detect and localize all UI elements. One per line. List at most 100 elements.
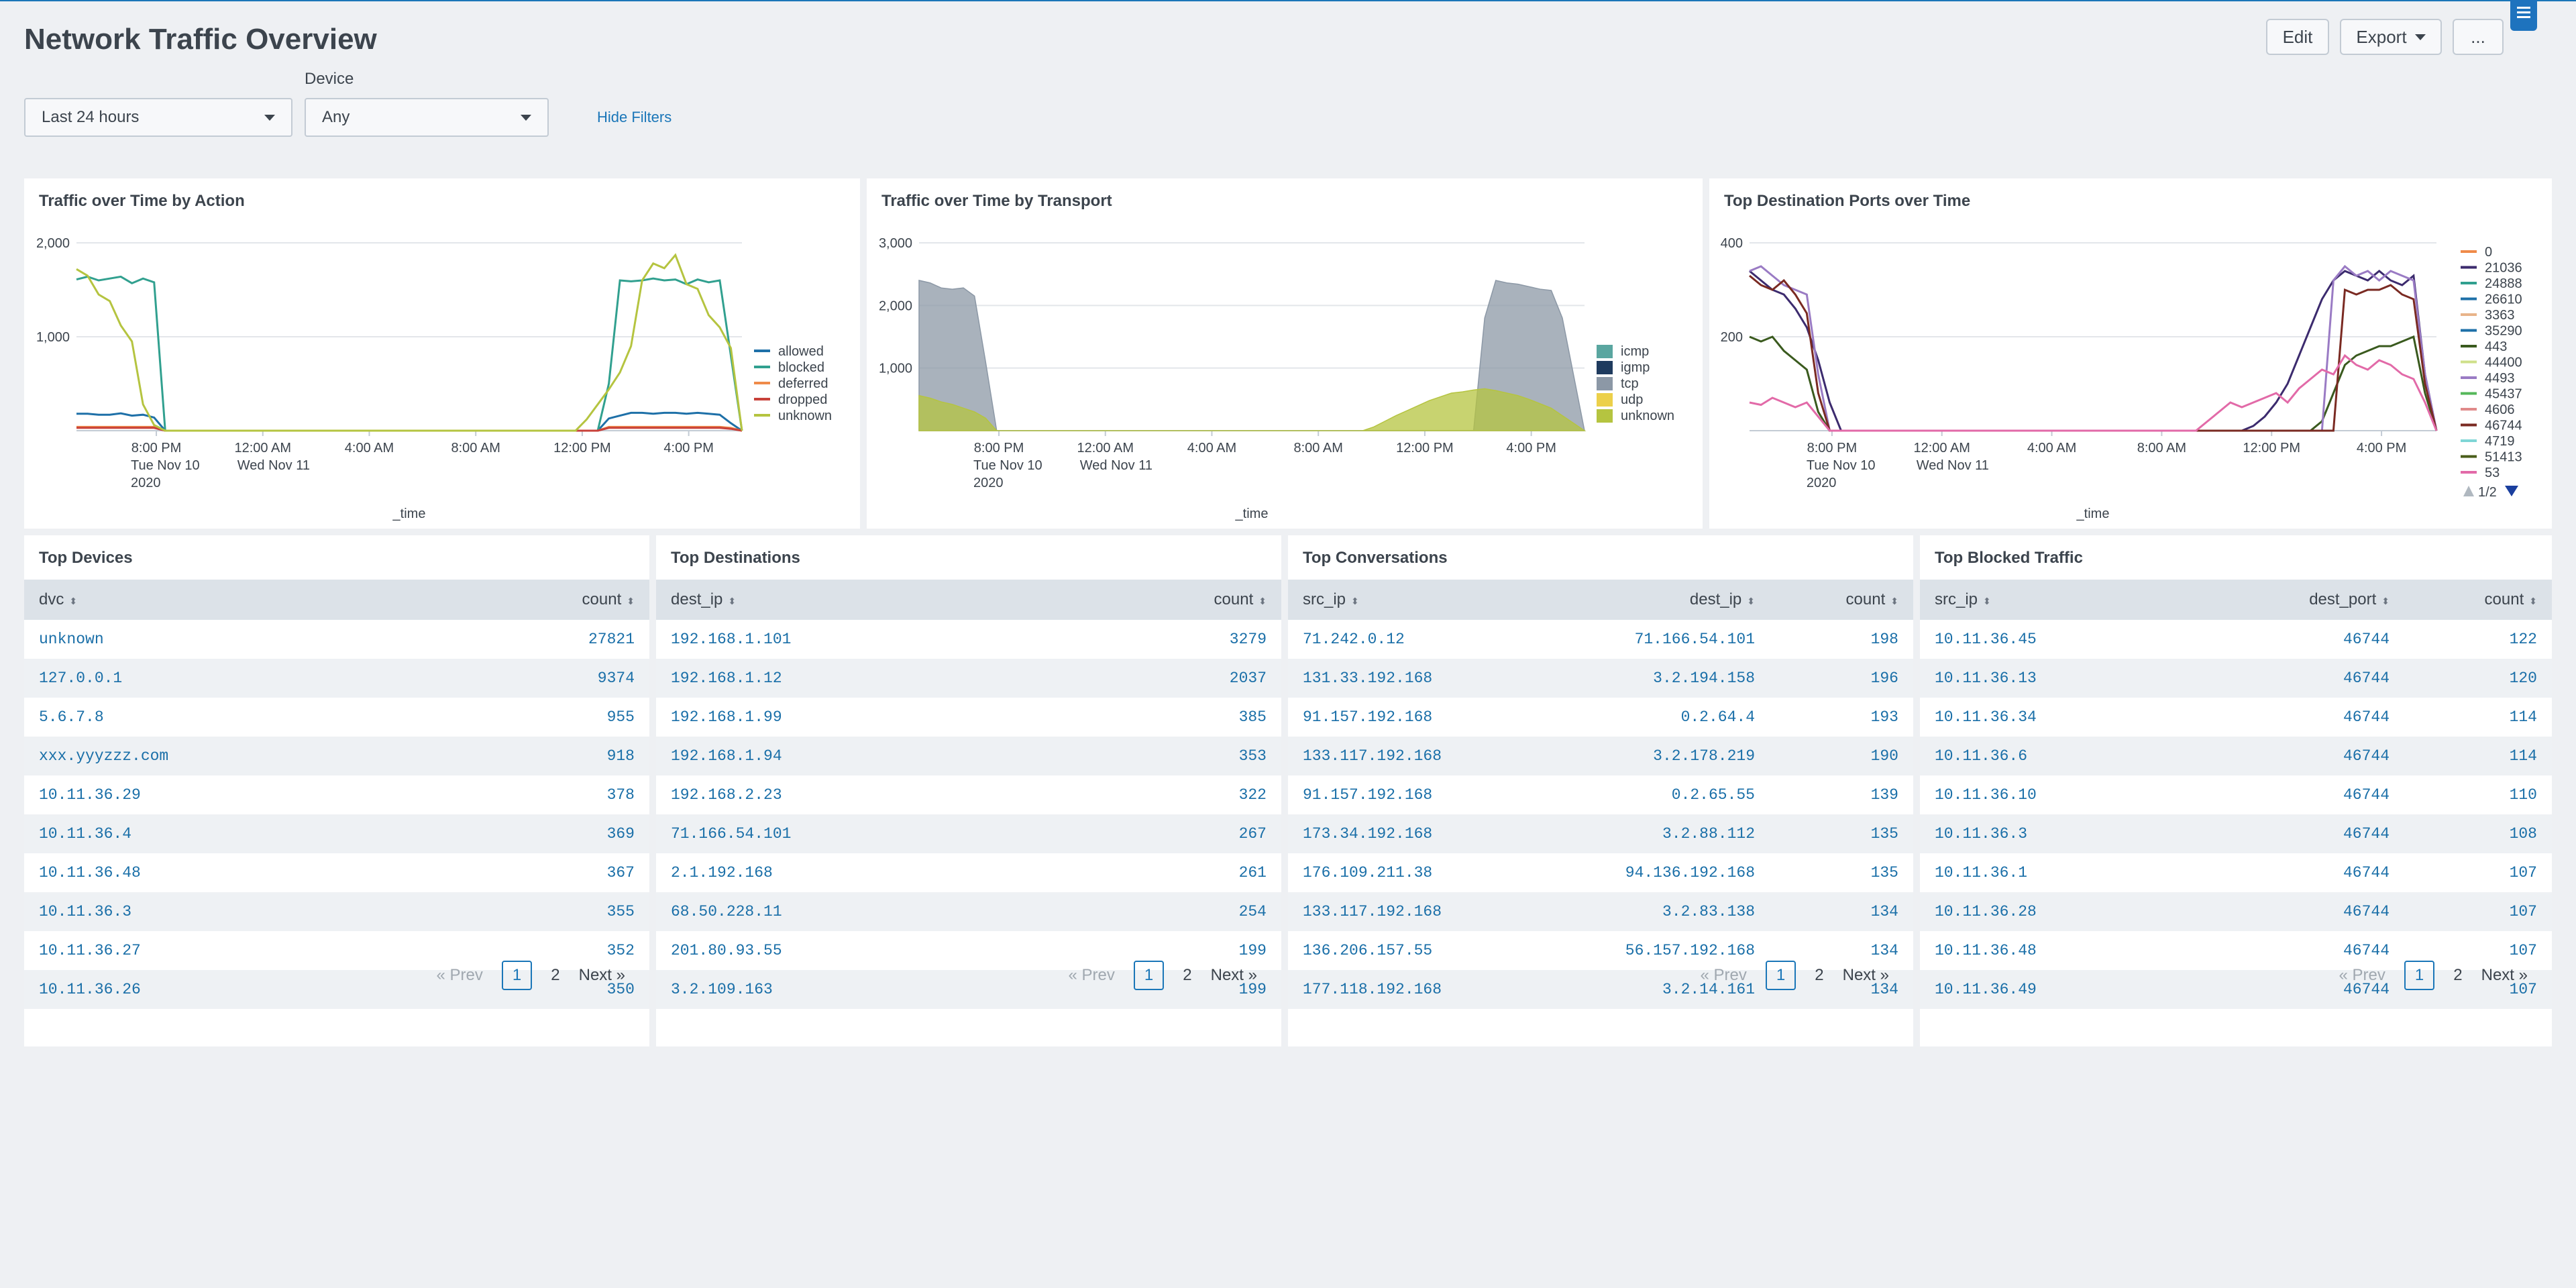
table-cell-src_ip[interactable]: 173.34.192.168 <box>1303 825 1433 843</box>
table-cell-dest_ip[interactable]: 3.2.178.219 <box>1653 747 1755 765</box>
column-header-dest_ip[interactable]: dest_ip ⬍ <box>656 590 969 609</box>
table-cell-src_ip[interactable]: 133.117.192.168 <box>1303 903 1442 920</box>
table-cell-count[interactable]: 193 <box>1870 708 1898 726</box>
column-header-dvc[interactable]: dvc ⬍ <box>24 590 337 609</box>
table-cell-count[interactable]: 199 <box>1238 942 1267 959</box>
table-cell-src_ip[interactable]: 177.118.192.168 <box>1303 981 1442 998</box>
table-cell-count[interactable]: 369 <box>606 825 635 843</box>
table-cell-count[interactable]: 107 <box>2509 903 2537 920</box>
table-cell-count[interactable]: 107 <box>2509 942 2537 959</box>
table-cell-dest_ip[interactable]: 192.168.2.23 <box>671 786 782 804</box>
legend-label[interactable]: igmp <box>1621 360 1650 375</box>
table-cell-dvc[interactable]: 5.6.7.8 <box>39 708 104 726</box>
pagination-next[interactable]: Next » <box>2481 966 2528 984</box>
table-cell-dest_port[interactable]: 46744 <box>2343 669 2390 687</box>
table-cell-src_ip[interactable]: 176.109.211.38 <box>1303 864 1433 881</box>
table-cell-src_ip[interactable]: 10.11.36.10 <box>1935 786 2037 804</box>
table-cell-count[interactable]: 2037 <box>1229 669 1267 687</box>
legend-label[interactable]: blocked <box>778 360 824 375</box>
table-cell-dest_ip[interactable]: 192.168.1.12 <box>671 669 782 687</box>
more-button[interactable]: ... <box>2453 19 2504 55</box>
table-cell-count[interactable]: 27821 <box>588 631 635 648</box>
table-cell-count[interactable]: 122 <box>2509 631 2537 648</box>
table-cell-count[interactable]: 918 <box>606 747 635 765</box>
sort-icon[interactable]: ⬍ <box>69 596 78 606</box>
column-header-count[interactable]: count ⬍ <box>1770 590 1913 609</box>
legend-label[interactable]: icmp <box>1621 344 1649 359</box>
table-cell-dvc[interactable]: 10.11.36.4 <box>39 825 132 843</box>
pagination-next[interactable]: Next » <box>1210 966 1257 984</box>
table-cell-count[interactable]: 267 <box>1238 825 1267 843</box>
table-cell-count[interactable]: 110 <box>2509 786 2537 804</box>
series-line-46744[interactable] <box>1749 274 2438 432</box>
series-area-unknown[interactable] <box>918 388 1587 431</box>
sort-icon[interactable]: ⬍ <box>1747 596 1755 606</box>
table-cell-dest_port[interactable]: 46744 <box>2343 903 2390 920</box>
table-cell-count[interactable]: 120 <box>2509 669 2537 687</box>
series-line-443[interactable] <box>1749 335 2438 432</box>
table-cell-dest_ip[interactable]: 71.166.54.101 <box>671 825 792 843</box>
table-cell-dvc[interactable]: 10.11.36.29 <box>39 786 141 804</box>
pagination-page-1[interactable]: 1 <box>501 961 533 990</box>
table-cell-dest_port[interactable]: 46744 <box>2343 708 2390 726</box>
series-line-21036[interactable] <box>1749 270 2438 432</box>
table-cell-count[interactable]: 114 <box>2509 747 2537 765</box>
table-cell-src_ip[interactable]: 10.11.36.13 <box>1935 669 2037 687</box>
table-cell-count[interactable]: 352 <box>606 942 635 959</box>
legend-label[interactable]: 21036 <box>2485 261 2522 276</box>
table-cell-src_ip[interactable]: 10.11.36.34 <box>1935 708 2037 726</box>
pagination-prev[interactable]: « Prev <box>1068 966 1115 984</box>
sort-icon[interactable]: ⬍ <box>1890 596 1898 606</box>
table-cell-src_ip[interactable]: 10.11.36.49 <box>1935 981 2037 998</box>
sort-icon[interactable]: ⬍ <box>728 596 737 606</box>
table-cell-dest_ip[interactable]: 201.80.93.55 <box>671 942 782 959</box>
column-header-src_ip[interactable]: src_ip ⬍ <box>1920 590 2169 609</box>
series-line-unknown[interactable] <box>76 253 743 432</box>
table-cell-dvc[interactable]: 10.11.36.26 <box>39 981 141 998</box>
pagination-page-2[interactable]: 2 <box>2453 966 2463 984</box>
table-cell-src_ip[interactable]: 91.157.192.168 <box>1303 708 1433 726</box>
pagination-prev[interactable]: « Prev <box>1700 966 1747 984</box>
table-cell-count[interactable]: 134 <box>1870 981 1898 998</box>
table-cell-count[interactable]: 108 <box>2509 825 2537 843</box>
table-cell-src_ip[interactable]: 10.11.36.48 <box>1935 942 2037 959</box>
table-cell-dvc[interactable]: 10.11.36.27 <box>39 942 141 959</box>
table-cell-dest_ip[interactable]: 3.2.83.138 <box>1662 903 1755 920</box>
table-cell-dest_port[interactable]: 46744 <box>2343 864 2390 881</box>
table-cell-src_ip[interactable]: 10.11.36.45 <box>1935 631 2037 648</box>
table-cell-count[interactable]: 367 <box>606 864 635 881</box>
legend-label[interactable]: unknown <box>778 409 832 423</box>
table-cell-dest_port[interactable]: 46744 <box>2343 786 2390 804</box>
table-cell-src_ip[interactable]: 131.33.192.168 <box>1303 669 1433 687</box>
table-cell-src_ip[interactable]: 10.11.36.1 <box>1935 864 2028 881</box>
pagination-page-1[interactable]: 1 <box>1133 961 1165 990</box>
legend-label[interactable]: 45437 <box>2485 387 2522 402</box>
column-header-src_ip[interactable]: src_ip ⬍ <box>1288 590 1538 609</box>
table-cell-dest_ip[interactable]: 68.50.228.11 <box>671 903 782 920</box>
table-cell-count[interactable]: 196 <box>1870 669 1898 687</box>
table-cell-dest_ip[interactable]: 94.136.192.168 <box>1625 864 1755 881</box>
series-line-4493[interactable] <box>1749 264 2438 432</box>
table-cell-dest_ip[interactable]: 56.157.192.168 <box>1625 942 1755 959</box>
legend-label[interactable]: 3363 <box>2485 308 2515 323</box>
menu-icon[interactable] <box>2510 0 2537 31</box>
table-cell-dvc[interactable]: 127.0.0.1 <box>39 669 123 687</box>
table-cell-count[interactable]: 353 <box>1238 747 1267 765</box>
table-cell-dvc[interactable]: 10.11.36.3 <box>39 903 132 920</box>
pagination-prev[interactable]: « Prev <box>436 966 483 984</box>
table-cell-count[interactable]: 261 <box>1238 864 1267 881</box>
legend-label[interactable]: unknown <box>1621 409 1674 423</box>
table-cell-dest_port[interactable]: 46744 <box>2343 825 2390 843</box>
column-header-count[interactable]: count ⬍ <box>2404 590 2552 609</box>
table-cell-count[interactable]: 134 <box>1870 903 1898 920</box>
table-cell-dest_ip[interactable]: 2.1.192.168 <box>671 864 773 881</box>
legend-label[interactable]: 53 <box>2485 466 2500 480</box>
legend-label[interactable]: 26610 <box>2485 292 2522 307</box>
table-cell-src_ip[interactable]: 10.11.36.6 <box>1935 747 2028 765</box>
legend-label[interactable]: 46744 <box>2485 419 2522 433</box>
table-cell-dest_ip[interactable]: 192.168.1.94 <box>671 747 782 765</box>
table-cell-dest_port[interactable]: 46744 <box>2343 631 2390 648</box>
table-cell-dest_ip[interactable]: 192.168.1.99 <box>671 708 782 726</box>
table-cell-dest_port[interactable]: 46744 <box>2343 981 2390 998</box>
series-line-53[interactable] <box>1749 354 2438 432</box>
